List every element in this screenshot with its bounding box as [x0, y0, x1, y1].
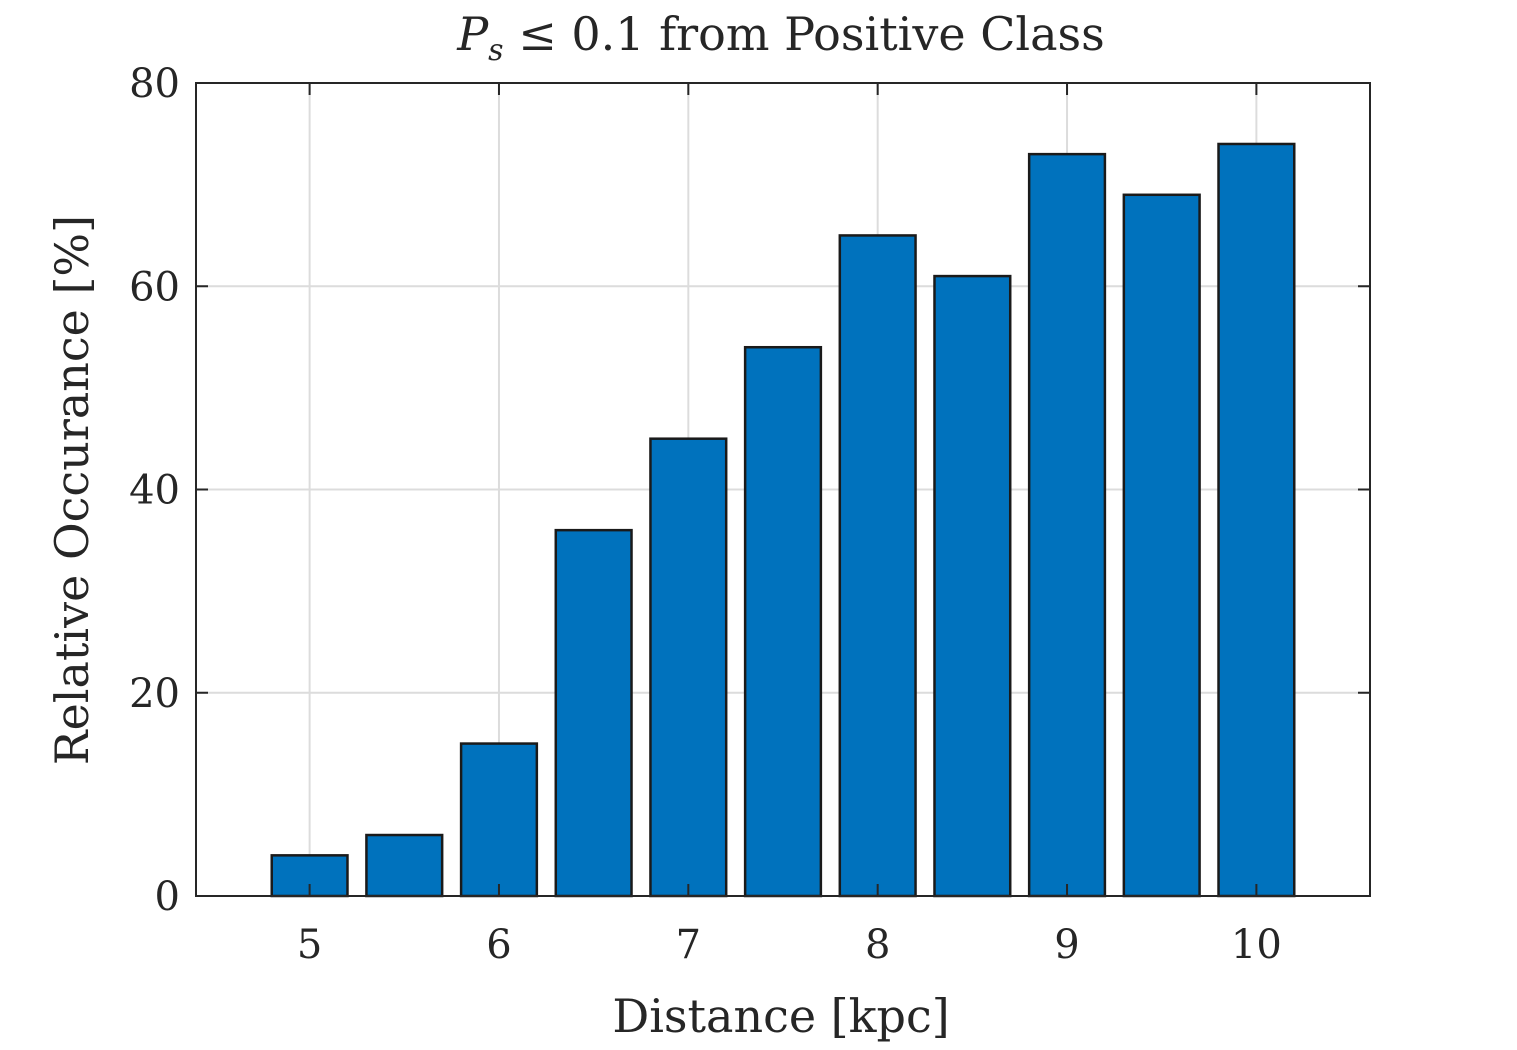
chart-title: Ps ≤ 0.1 from Positive Class — [456, 7, 1105, 68]
bar-7.5 — [743, 345, 823, 898]
x-tick-label: 8 — [865, 922, 890, 968]
ticks: 5 6 7 8 9 10 0 20 40 60 80 — [129, 61, 1370, 968]
y-tick-label: 80 — [129, 61, 180, 107]
bar-5.5 — [365, 833, 444, 898]
bar-9 — [1027, 152, 1107, 898]
bar-6.5 — [554, 528, 633, 898]
x-tick-label: 6 — [486, 922, 511, 968]
x-axis-label: Distance [kpc] — [612, 989, 949, 1043]
y-tick-label: 20 — [129, 671, 180, 717]
y-tick-label: 60 — [129, 264, 180, 310]
chart-title-subscript: s — [488, 33, 503, 68]
bar-9.5 — [1122, 193, 1201, 898]
x-tick-label: 5 — [297, 922, 322, 968]
chart-title-text: ≤ 0.1 from Positive Class — [504, 7, 1105, 61]
x-tick-label: 7 — [676, 922, 701, 968]
y-tick-label: 0 — [155, 874, 180, 920]
bar-8.5 — [933, 274, 1012, 898]
x-tick-label: 10 — [1231, 922, 1282, 968]
bar-8 — [838, 234, 917, 898]
bar-7 — [649, 437, 728, 898]
bars — [270, 142, 1296, 898]
y-axis-label: Relative Occurance [%] — [45, 215, 99, 765]
bar-10 — [1217, 142, 1296, 898]
chart-title-symbol: P — [456, 7, 489, 61]
y-tick-label: 40 — [129, 468, 180, 514]
x-tick-label: 9 — [1054, 922, 1079, 968]
bar-6 — [459, 742, 539, 898]
